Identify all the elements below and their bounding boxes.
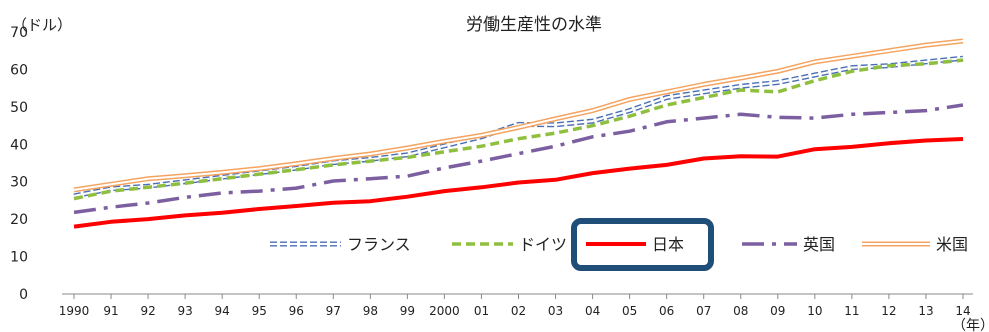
y-tick-label: 60	[10, 62, 28, 78]
x-tick-label: 91	[103, 304, 118, 318]
x-tick-label: 99	[400, 304, 415, 318]
x-tick-label: 2000	[429, 304, 460, 318]
series-path	[73, 57, 964, 197]
y-tick-label: 70	[10, 25, 28, 41]
x-tick-label: 01	[474, 304, 489, 318]
x-tick-label: 1990	[59, 304, 90, 318]
legend-item: 日本	[571, 218, 714, 271]
x-axis-label: （年）	[952, 318, 989, 332]
x-tick-label: 93	[177, 304, 192, 318]
y-tick-label: 40	[10, 137, 28, 153]
legend: フランス ドイツ 日本 英国 米国	[270, 218, 968, 271]
series-layer	[73, 38, 964, 229]
y-tick-label: 50	[10, 100, 28, 116]
y-tick-label: 10	[10, 250, 28, 266]
x-tick-label: 06	[659, 304, 674, 318]
legend-label: 英国	[803, 235, 835, 254]
x-tick-label: 02	[511, 304, 526, 318]
y-tick-label: 20	[10, 212, 28, 228]
x-tick-label: 92	[140, 304, 155, 318]
x-tick-label: 94	[215, 304, 230, 318]
x-tick-label: 13	[918, 304, 933, 318]
y-tick-label: 30	[10, 175, 28, 191]
x-tick-label: 08	[733, 304, 748, 318]
x-tick-label: 03	[548, 304, 563, 318]
series-path	[73, 58, 964, 201]
series-line-2	[73, 58, 964, 201]
legend-item: 米国	[862, 235, 968, 254]
legend-item: ドイツ	[452, 235, 567, 254]
series-path	[73, 103, 964, 215]
y-axis-label: （ドル）	[12, 16, 72, 34]
series-line-3	[73, 137, 964, 229]
legend-label: 日本	[652, 235, 684, 254]
x-tick-label: 09	[770, 304, 785, 318]
series-path	[73, 40, 964, 191]
x-tick-label: 95	[252, 304, 267, 318]
series-line-1	[73, 55, 964, 199]
x-tick-label: 07	[696, 304, 711, 318]
x-tick-label: 11	[844, 304, 859, 318]
x-tick-label: 14	[955, 304, 970, 318]
series-line-4	[73, 103, 964, 215]
x-tick-label: 97	[326, 304, 341, 318]
y-tick-label: 0	[19, 287, 28, 303]
x-tick-label: 10	[807, 304, 822, 318]
legend-item: 英国	[742, 235, 835, 254]
legend-label: ドイツ	[519, 235, 567, 254]
series-line-5	[73, 38, 964, 193]
x-tick-label: 98	[363, 304, 378, 318]
x-tick-label: 05	[622, 304, 637, 318]
x-tick-label: 12	[881, 304, 896, 318]
x-tick-label: 04	[585, 304, 600, 318]
legend-label: 米国	[936, 235, 968, 254]
legend-highlight-box	[571, 218, 714, 271]
series-path	[73, 137, 964, 229]
legend-label: フランス	[347, 235, 411, 254]
x-tick-label: 96	[289, 304, 304, 318]
legend-item: フランス	[270, 235, 411, 254]
chart-title: 労働生産性の水準	[466, 15, 602, 35]
